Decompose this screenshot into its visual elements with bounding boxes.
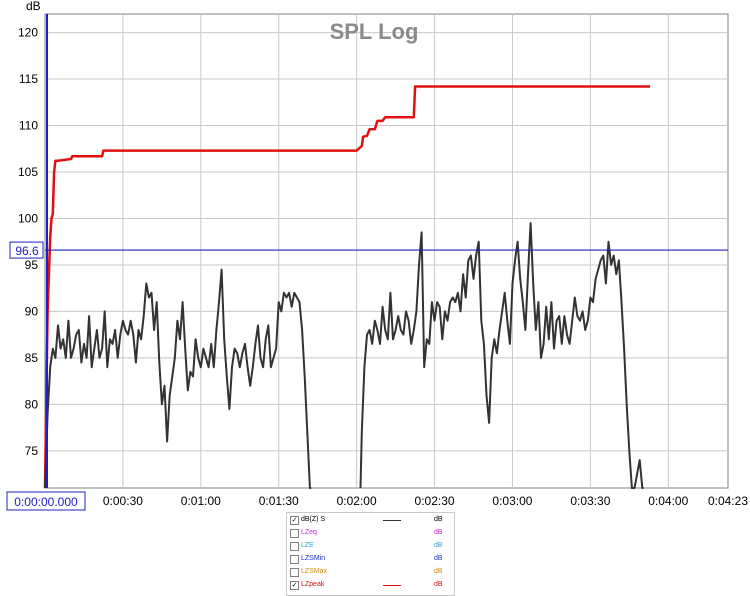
y-tick-label: 100: [18, 211, 38, 225]
legend-unit: dB: [434, 581, 443, 588]
dbzs-series-line: [359, 222, 644, 489]
x-tick-label: 0:04:23: [708, 494, 748, 508]
y-tick-label: 85: [25, 351, 39, 365]
y-tick-label: 110: [19, 119, 38, 133]
grid-lines: [45, 14, 728, 488]
x-tick-label: 0:01:30: [259, 494, 299, 508]
legend-unit: dB: [434, 516, 443, 523]
legend-item[interactable]: LZE dB: [287, 540, 454, 553]
level-cursor-readout-box[interactable]: [9, 241, 44, 259]
legend-label: LZSMax: [301, 568, 328, 575]
x-tick-label: 0:02:30: [415, 494, 455, 508]
chart-title: SPL Log: [330, 19, 419, 44]
y-tick-label: 105: [18, 165, 38, 179]
legend-item[interactable]: LZSMin dB: [287, 553, 454, 566]
y-axis-label: dB: [26, 0, 41, 13]
data-series: [43, 85, 651, 489]
legend-label: LZSMin: [301, 555, 326, 562]
legend-label: LZeq: [301, 529, 317, 536]
x-tick-label: 0:02:00: [337, 494, 377, 508]
y-tick-label: 120: [18, 26, 38, 40]
legend-checkbox[interactable]: [290, 542, 299, 551]
legend-item[interactable]: LZeq dB: [287, 527, 454, 540]
legend-label: LZE: [301, 542, 314, 549]
y-tick-label: 95: [25, 258, 39, 272]
legend-item[interactable]: LZSMax dB: [287, 566, 454, 579]
legend-unit: dB: [434, 568, 443, 575]
legend-checkbox[interactable]: [290, 555, 299, 564]
legend: ✓ dB(Z) S dB LZeq dB LZE dB LZSMin dB LZ…: [286, 512, 455, 596]
legend-checkbox[interactable]: [290, 568, 299, 577]
plot-area: [44, 13, 729, 489]
y-axis-ticks: 120 115 110 105 100 95 90 85 80 75: [18, 26, 38, 458]
y-tick-label: 90: [25, 304, 39, 318]
legend-line-swatch: [383, 585, 401, 586]
legend-checkbox[interactable]: ✓: [290, 581, 299, 590]
legend-label: dB(Z) S: [301, 516, 326, 523]
time-cursor-readout-box[interactable]: [6, 491, 86, 511]
y-tick-label: 75: [25, 444, 39, 458]
legend-line-swatch: [383, 520, 401, 521]
level-cursor[interactable]: 96.6: [9, 241, 728, 259]
legend-unit: dB: [434, 555, 443, 562]
x-tick-label: 0:03:00: [492, 494, 532, 508]
lzpeak-series-line: [43, 85, 651, 489]
level-cursor-readout: 96.6: [15, 244, 39, 258]
legend-label: LZpeak: [301, 581, 325, 588]
time-cursor-readout: 0:00:00.000: [14, 495, 78, 509]
x-tick-label: 0:04:00: [648, 494, 688, 508]
legend-checkbox[interactable]: ✓: [290, 516, 299, 525]
legend-item[interactable]: ✓ dB(Z) S dB: [287, 514, 454, 527]
y-tick-label: 80: [25, 397, 39, 411]
x-tick-label: 0:01:00: [181, 494, 221, 508]
x-tick-label: 0:00:30: [103, 494, 143, 508]
legend-item[interactable]: ✓ LZpeak dB: [287, 579, 454, 592]
legend-unit: dB: [434, 529, 443, 536]
legend-checkbox[interactable]: [290, 529, 299, 538]
x-tick-label: 0:03:30: [570, 494, 610, 508]
legend-unit: dB: [434, 542, 443, 549]
y-tick-label: 115: [19, 72, 38, 86]
x-axis-ticks: 0:00:00.000 0:00:30 0:01:00 0:01:30 0:02:00 0…: [6, 491, 748, 511]
dbzs-series-line: [44, 268, 312, 489]
